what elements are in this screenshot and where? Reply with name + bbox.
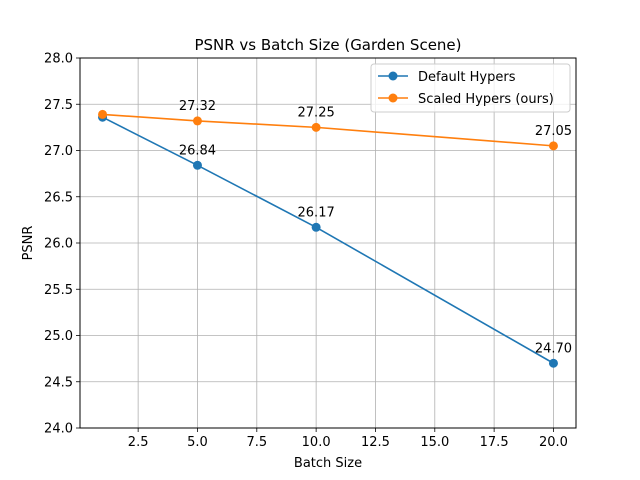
legend-label-scaled: Scaled Hypers (ours) (418, 92, 554, 107)
y-tick-label: 27.5 (44, 98, 73, 113)
legend-marker-scaled (388, 93, 398, 103)
data-label: 26.17 (298, 205, 335, 220)
series-layer (98, 109, 558, 368)
x-tick-label: 12.5 (361, 435, 390, 450)
data-label: 26.84 (179, 143, 216, 158)
legend-label-default: Default Hypers (418, 70, 516, 85)
data-label: 24.70 (535, 341, 572, 356)
legend-box (370, 63, 571, 113)
y-tick-label: 24.0 (44, 422, 73, 437)
x-tick-label: 5.0 (187, 435, 208, 450)
y-tick-label: 25.0 (44, 329, 73, 344)
series-line-0 (102, 116, 554, 364)
y-tick-label: 28.0 (44, 52, 73, 67)
x-tick-label: 2.5 (128, 435, 149, 450)
y-tick-label: 27.0 (44, 144, 73, 159)
data-point (548, 141, 558, 151)
y-axis-label: PSNR (21, 226, 36, 261)
data-label: 27.32 (179, 99, 216, 114)
data-point (192, 116, 202, 126)
y-tick-label: 26.5 (44, 190, 73, 205)
chart-title: PSNR vs Batch Size (Garden Scene) (194, 36, 461, 54)
x-tick-label: 20.0 (539, 435, 568, 450)
data-label: 27.25 (298, 105, 335, 120)
y-tick-label: 24.5 (44, 375, 73, 390)
y-tick-label: 25.5 (44, 283, 73, 298)
x-tick-label: 7.5 (246, 435, 267, 450)
data-labels: 26.84 26.17 24.70 27.32 27.25 27.05 (179, 99, 572, 356)
legend-marker-default (388, 71, 398, 81)
data-point (192, 160, 202, 170)
axis-ticks: 2.5 5.0 7.5 10.0 12.5 15.0 17.5 20.0 24.0 24.5 25.… (44, 52, 568, 451)
series-line-1 (102, 113, 554, 147)
legend: Default Hypers Scaled Hypers (ours) (370, 63, 571, 113)
data-point (98, 109, 108, 119)
x-tick-label: 17.5 (480, 435, 509, 450)
data-point (311, 122, 321, 132)
x-tick-label: 10.0 (302, 435, 331, 450)
x-axis-label: Batch Size (294, 456, 362, 471)
data-label: 27.05 (535, 124, 572, 139)
y-tick-label: 26.0 (44, 237, 73, 252)
data-point (548, 358, 558, 368)
x-tick-label: 15.0 (420, 435, 449, 450)
data-point (311, 222, 321, 232)
